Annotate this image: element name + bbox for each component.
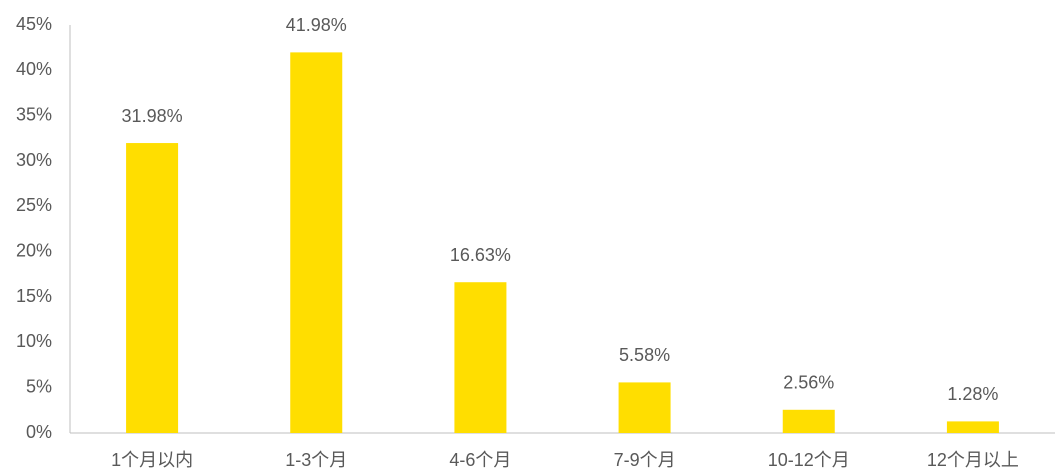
data-label: 5.58% <box>619 345 670 365</box>
bar <box>126 143 179 433</box>
y-tick-label: 5% <box>26 376 52 396</box>
bar <box>454 282 507 433</box>
x-tick-label: 1-3个月 <box>285 450 347 470</box>
y-tick-label: 30% <box>16 150 52 170</box>
data-label: 16.63% <box>450 245 511 265</box>
y-tick-label: 40% <box>16 59 52 79</box>
y-tick-label: 15% <box>16 286 52 306</box>
x-tick-label: 7-9个月 <box>614 450 676 470</box>
y-tick-label: 25% <box>16 195 52 215</box>
y-tick-label: 35% <box>16 104 52 124</box>
y-tick-label: 0% <box>26 422 52 442</box>
y-tick-label: 20% <box>16 240 52 260</box>
x-tick-label: 1个月以内 <box>111 450 193 470</box>
x-tick-label: 10-12个月 <box>768 450 850 470</box>
y-tick-label: 10% <box>16 331 52 351</box>
data-label: 31.98% <box>122 106 183 126</box>
data-label: 1.28% <box>947 384 998 404</box>
bar <box>782 409 835 433</box>
data-label: 2.56% <box>783 373 834 393</box>
bar <box>618 382 671 433</box>
y-tick-label: 45% <box>16 14 52 34</box>
bar <box>946 421 999 433</box>
bar <box>290 52 343 433</box>
x-tick-label: 4-6个月 <box>449 450 511 470</box>
data-label: 41.98% <box>286 15 347 35</box>
x-tick-label: 12个月以上 <box>927 450 1019 470</box>
